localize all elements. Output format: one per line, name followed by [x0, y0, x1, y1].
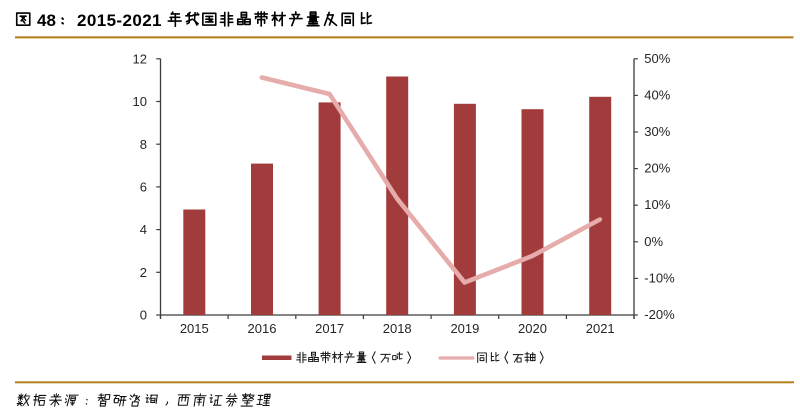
svg-text:2019: 2019	[450, 321, 479, 336]
svg-text:2020: 2020	[518, 321, 547, 336]
svg-text:2: 2	[140, 265, 147, 280]
svg-text:4: 4	[140, 222, 147, 237]
svg-text:20%: 20%	[644, 161, 670, 176]
svg-text:48: 48	[37, 11, 56, 30]
svg-text:40%: 40%	[644, 87, 670, 102]
svg-text:2021: 2021	[586, 321, 615, 336]
svg-text:50%: 50%	[644, 51, 670, 66]
svg-text:12: 12	[133, 51, 147, 66]
svg-text:2016: 2016	[248, 321, 277, 336]
svg-text:-20%: -20%	[644, 307, 675, 322]
svg-text:10: 10	[133, 94, 147, 109]
svg-text:2018: 2018	[383, 321, 412, 336]
svg-text:0%: 0%	[644, 234, 663, 249]
svg-text:-10%: -10%	[644, 270, 675, 285]
svg-text:6: 6	[140, 180, 147, 195]
svg-text:2015-2021: 2015-2021	[77, 11, 162, 30]
svg-text:30%: 30%	[644, 124, 670, 139]
svg-text:10%: 10%	[644, 197, 670, 212]
svg-text:8: 8	[140, 137, 147, 152]
svg-text:0: 0	[140, 308, 147, 323]
svg-text:2015: 2015	[180, 321, 209, 336]
svg-text:2017: 2017	[315, 321, 344, 336]
